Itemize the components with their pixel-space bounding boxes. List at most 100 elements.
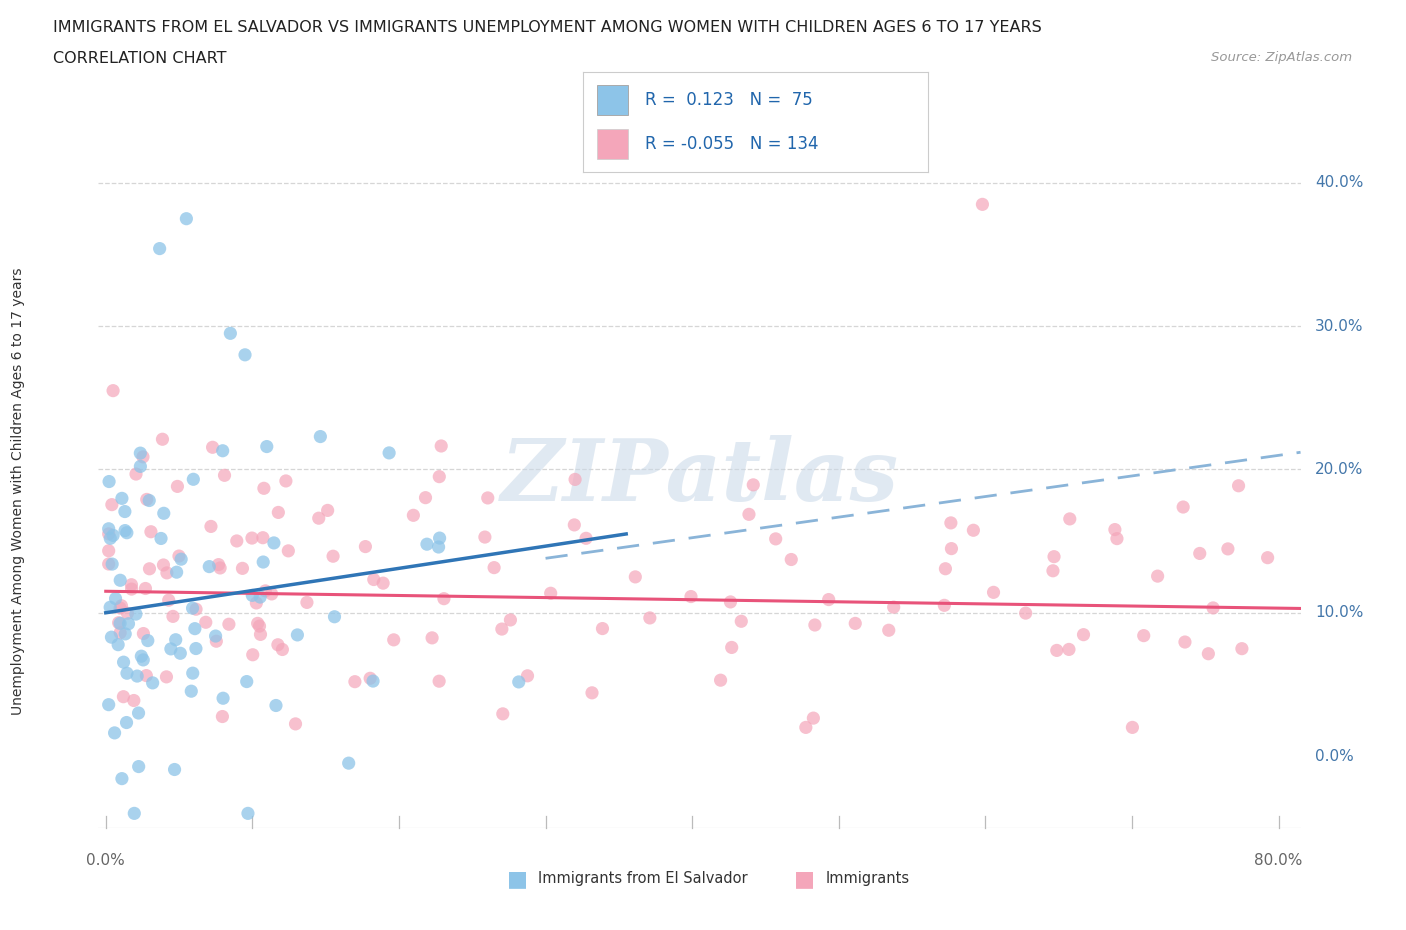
Point [160, 642, 183, 657]
Point [242, 647, 264, 662]
Point [256, 439, 278, 454]
Point [198, 559, 221, 574]
Point [1046, 643, 1069, 658]
Text: IMMIGRANTS FROM EL SALVADOR VS IMMIGRANTS UNEMPLOYMENT AMONG WOMEN WITH CHILDREN: IMMIGRANTS FROM EL SALVADOR VS IMMIGRANT… [53, 20, 1042, 35]
Point [97, 522, 120, 537]
Point [371, 576, 394, 591]
Text: CORRELATION CHART: CORRELATION CHART [53, 51, 226, 66]
Point [211, 709, 233, 724]
Point [1202, 601, 1225, 616]
Point [804, 618, 827, 632]
Point [1146, 568, 1168, 583]
Point [253, 481, 276, 496]
Point [1121, 720, 1143, 735]
Point [267, 637, 290, 652]
Point [264, 698, 287, 713]
Point [101, 498, 124, 512]
Point [249, 627, 271, 642]
Point [214, 468, 236, 483]
Point [245, 595, 267, 610]
Point [219, 326, 242, 340]
Point [252, 530, 274, 545]
Point [155, 670, 177, 684]
Point [121, 581, 143, 596]
Point [1188, 546, 1211, 561]
Point [263, 536, 285, 551]
Text: 0.0%: 0.0% [86, 854, 125, 869]
Point [139, 525, 162, 539]
Point [491, 621, 513, 636]
Point [540, 586, 562, 601]
Point [1197, 646, 1219, 661]
Point [382, 632, 405, 647]
Point [149, 241, 172, 256]
Point [231, 561, 253, 576]
Point [181, 666, 204, 681]
Point [1042, 564, 1064, 578]
Point [104, 591, 127, 606]
Point [212, 691, 235, 706]
Point [363, 572, 385, 587]
Point [176, 211, 198, 226]
Point [1173, 499, 1195, 514]
Point [359, 671, 381, 685]
Point [236, 806, 259, 821]
Point [780, 552, 803, 567]
Point [427, 539, 450, 554]
Point [1043, 550, 1066, 565]
Point [720, 640, 742, 655]
Point [97, 543, 120, 558]
Point [129, 445, 152, 460]
Point [225, 534, 247, 549]
Point [97, 698, 120, 712]
Point [246, 616, 269, 631]
Point [562, 517, 585, 532]
Point [166, 479, 188, 494]
Point [152, 558, 174, 573]
Point [235, 674, 257, 689]
Point [267, 505, 290, 520]
Point [254, 583, 277, 598]
Point [1073, 627, 1095, 642]
Point [316, 503, 339, 518]
Point [131, 649, 153, 664]
Point [420, 631, 443, 645]
Point [101, 528, 124, 543]
Text: 20.0%: 20.0% [1315, 462, 1364, 477]
Point [482, 560, 505, 575]
Point [114, 524, 136, 538]
Point [249, 590, 271, 604]
Text: 30.0%: 30.0% [1315, 319, 1364, 334]
Point [939, 515, 962, 530]
Point [499, 613, 522, 628]
Point [180, 684, 202, 698]
Point [108, 616, 131, 631]
Point [323, 609, 346, 624]
Point [184, 602, 207, 617]
Point [934, 598, 956, 613]
Point [474, 529, 496, 544]
Point [194, 615, 217, 630]
Point [252, 554, 274, 569]
Point [883, 600, 905, 615]
Point [110, 573, 132, 588]
Point [430, 439, 453, 454]
Point [794, 720, 817, 735]
Point [477, 490, 499, 505]
Point [128, 759, 150, 774]
Text: Immigrants: Immigrants [825, 871, 910, 886]
Point [249, 618, 271, 633]
Point [97, 526, 120, 541]
Point [138, 562, 160, 577]
Text: ■: ■ [794, 869, 814, 889]
Text: ZIPatlas: ZIPatlas [501, 435, 898, 518]
Text: ■: ■ [508, 869, 527, 889]
Point [136, 633, 159, 648]
Text: Unemployment Among Women with Children Ages 6 to 17 years: Unemployment Among Women with Children A… [11, 267, 25, 714]
Point [260, 587, 283, 602]
Point [581, 685, 603, 700]
Point [103, 725, 125, 740]
Point [200, 519, 222, 534]
Point [427, 470, 450, 485]
Point [101, 383, 124, 398]
